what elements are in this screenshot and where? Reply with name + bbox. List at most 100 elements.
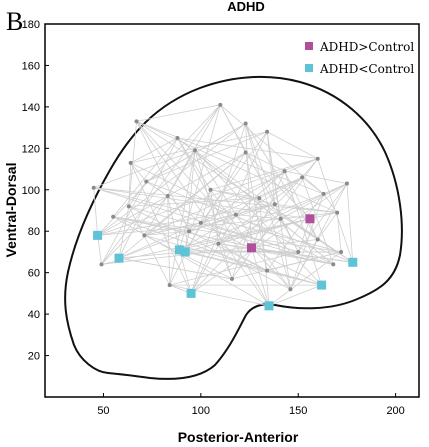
network-node [167,283,172,288]
connection-edge [101,104,221,265]
significant-nodes [93,214,358,311]
network-node [144,179,149,184]
node-adhd-less [317,280,327,290]
legend-label-increase: ADHD>Control [319,40,414,54]
connection-edge [113,216,334,265]
network-node [265,129,270,134]
connection-edge [219,104,246,153]
connection-edge [179,177,303,251]
connection-edge [128,162,132,207]
connection-edge [268,284,322,307]
connection-edge [251,170,285,248]
network-nodes [91,102,349,292]
connection-edge [218,243,334,265]
network-node [187,229,192,234]
connection-edge [301,177,324,195]
connection-edge [210,189,219,244]
connection-edge [245,123,291,290]
y-tick-label: 60 [28,268,40,280]
connection-edge [235,170,285,215]
node-adhd-less [186,288,196,298]
connection-edge [251,247,270,306]
connection-edge [144,230,190,236]
connection-edge [130,162,147,182]
network-node [99,262,104,267]
connection-edge [259,197,353,263]
connection-edge [177,137,211,190]
network-node [278,216,283,221]
connection-edge [93,187,310,220]
network-node [165,193,170,198]
connection-edge [130,137,178,164]
x-tick-label: 150 [289,405,307,417]
connection-edge [177,137,270,307]
network-node [208,187,213,192]
connection-edge [188,189,211,232]
connection-edge [185,251,322,286]
network-node [339,249,344,254]
connection-edge [346,183,354,263]
connection-edge [177,137,318,160]
network-node [233,212,238,217]
connection-edges [93,104,354,307]
brain-outline [64,75,403,380]
connection-edge [167,152,246,197]
connection-edge [97,104,221,236]
connection-edge [284,170,348,184]
connection-edge [93,187,98,236]
y-axis-label: Ventral-Dorsal [3,163,19,258]
network-node [331,262,336,267]
connection-edge [190,214,237,294]
network-node [265,268,270,273]
connection-edge [200,222,322,286]
connection-edge [280,183,348,220]
connection-edge [317,212,338,240]
network-node [175,135,180,140]
network-node [282,169,287,174]
connection-edge [194,150,237,215]
connection-edge [259,176,303,199]
network-node [315,156,320,161]
network-node [321,191,326,196]
network-node [192,148,197,153]
network-node [142,233,147,238]
connection-edge [274,204,299,253]
node-adhd-less [114,253,124,263]
connection-edge [179,218,311,251]
connection-edge [301,177,334,265]
connection-edge [130,131,268,164]
panel-letter: B [6,7,23,36]
network-node [315,237,320,242]
node-adhd-less [174,245,184,255]
connection-edge [118,206,130,259]
connection-edge [136,121,190,232]
y-tick-label: 160 [22,60,40,72]
connection-edge [251,247,353,263]
connection-edge [190,123,247,294]
y-tick-label: 140 [22,102,40,114]
network-node [134,119,139,124]
connection-edge [169,251,299,286]
connection-edge [245,123,252,248]
network-node [126,204,131,209]
legend-swatch-decrease [305,64,313,72]
x-tick-label: 200 [386,405,404,417]
connection-edge [97,195,168,236]
node-adhd-greater [305,214,315,224]
plot-frame [44,23,420,398]
connection-edge [266,251,342,271]
connection-edge [130,162,192,294]
connection-edge [290,193,324,290]
connection-edge [93,150,196,189]
connection-edge [118,214,237,259]
network-node [335,210,340,215]
network-node [288,287,293,292]
connection-edge [309,212,338,220]
connection-edge [231,197,260,280]
node-adhd-less [93,230,103,240]
connection-edge [190,177,303,294]
connection-edge [136,104,221,122]
network-node [111,214,116,219]
node-adhd-less [348,257,358,267]
